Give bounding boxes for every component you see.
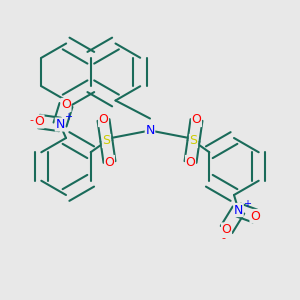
Text: S: S: [190, 134, 197, 148]
Text: +: +: [64, 112, 72, 122]
Text: O: O: [61, 98, 71, 112]
Text: O: O: [99, 113, 108, 127]
Text: N: N: [145, 124, 155, 137]
Text: O: O: [105, 155, 114, 169]
Text: O: O: [250, 209, 260, 223]
Text: N: N: [234, 203, 243, 217]
Text: +: +: [244, 199, 251, 209]
Text: -: -: [221, 233, 226, 244]
Text: -: -: [29, 115, 34, 125]
Text: N: N: [55, 118, 65, 131]
Text: O: O: [192, 113, 201, 127]
Text: O: O: [34, 115, 44, 128]
Text: S: S: [103, 134, 110, 148]
Text: O: O: [222, 223, 231, 236]
Text: O: O: [186, 155, 195, 169]
